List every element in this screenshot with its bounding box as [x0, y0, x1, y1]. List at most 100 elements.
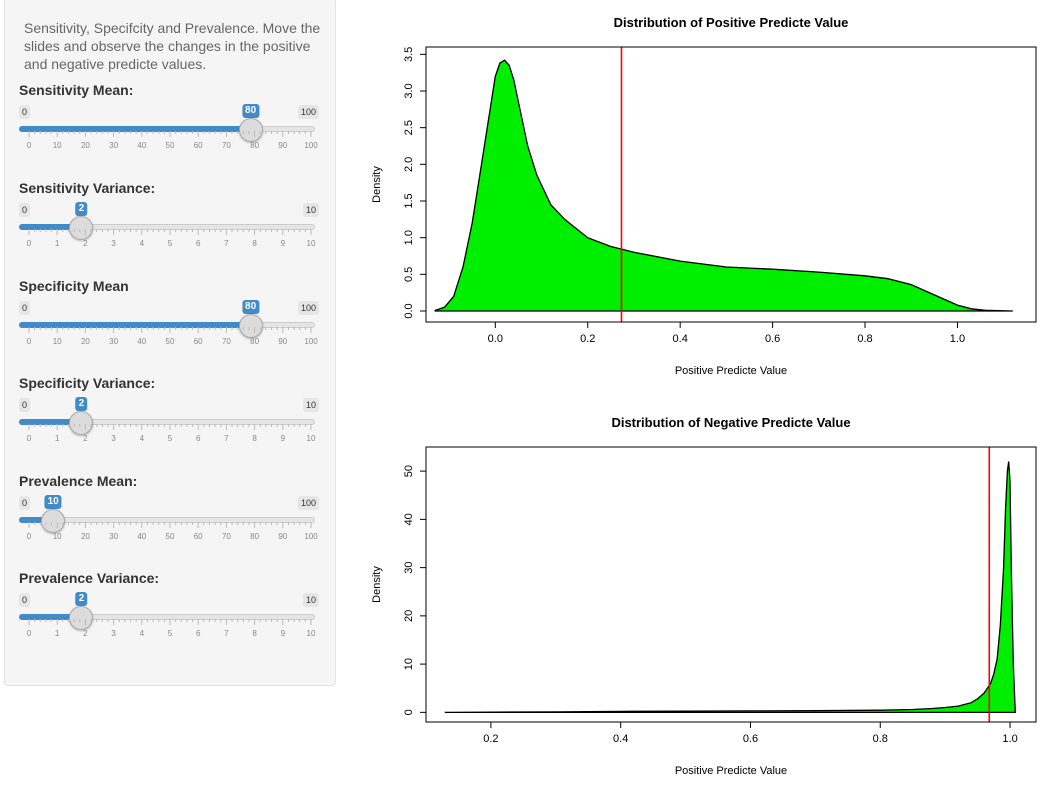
- slider-value-badge: 2: [75, 202, 88, 216]
- y-tick-label: 2.5: [403, 120, 415, 135]
- slider-handle[interactable]: [69, 411, 94, 435]
- sensitivity-variance-label: Sensitivity Variance:: [19, 180, 156, 196]
- plot-box: [425, 46, 1037, 323]
- slider-tick-label: 7: [224, 434, 229, 443]
- slider-tick-label: 100: [304, 141, 318, 150]
- slider-tick-label: 50: [166, 141, 175, 150]
- prevalence-variance-slider[interactable]: Prevalence Variance: 0 10 2 0 1 2 3 4 5 6 7 8 9 10: [19, 570, 319, 650]
- chart-title: Distribution of Positive Predicte Value: [614, 15, 849, 30]
- slider-tick-label: 90: [278, 141, 287, 150]
- prevalence-mean-label: Prevalence Mean:: [19, 473, 138, 489]
- y-tick-label: 20: [403, 610, 415, 622]
- slider-ticks: 0 10 20 30 40 50 60 70 80 90 100: [27, 522, 318, 541]
- slider-value-badge: 2: [75, 397, 88, 411]
- specificity-mean-label: Specificity Mean: [19, 278, 129, 294]
- y-tick-label: 50: [403, 465, 415, 477]
- sensitivity-mean-slider[interactable]: Sensitivity Mean: 0 100 80 0 10 20 30 40 50 60 70 80…: [19, 82, 319, 162]
- slider-value-badge: 80: [242, 104, 260, 118]
- slider-tick-label: 100: [304, 532, 318, 541]
- slider-handle[interactable]: [69, 606, 94, 630]
- x-tick-label: 0.2: [483, 733, 498, 745]
- slider-fill: [19, 126, 251, 132]
- slider-tick-label: 5: [168, 629, 173, 638]
- slider-tick-label: 20: [81, 141, 90, 150]
- slider-handle[interactable]: [41, 509, 66, 533]
- slider-tick-label: 20: [81, 532, 90, 541]
- slider-tick-label: 5: [168, 434, 173, 443]
- specificity-mean-slider[interactable]: Specificity Mean 0 100 80 0 10 20 30 40 50 60 70 80 9…: [19, 278, 319, 358]
- ppv-density-chart: Distribution of Positive Predicte Value 0…: [371, 15, 1037, 377]
- slider-tick-label: 6: [196, 629, 201, 638]
- slider-min-label: 0: [19, 105, 31, 119]
- slider-tick-label: 40: [137, 337, 146, 346]
- slider-handle[interactable]: [238, 118, 263, 142]
- x-tick-label: 0.8: [857, 333, 872, 345]
- slider-tick-label: 80: [250, 141, 259, 150]
- specificity-variance-label: Specificity Variance:: [19, 375, 156, 391]
- slider-tick-label: 0: [27, 532, 32, 541]
- slider-tick-label: 3: [111, 434, 116, 443]
- slider-tick-label: 2: [83, 434, 88, 443]
- slider-tick-label: 80: [250, 337, 259, 346]
- slider-tick-label: 10: [307, 239, 316, 248]
- slider-tick-label: 10: [307, 629, 316, 638]
- x-axis-label: Positive Predicte Value: [675, 765, 787, 777]
- slider-tick-label: 4: [140, 239, 145, 248]
- x-tick-label: 0.4: [673, 333, 688, 345]
- slider-tick-label: 2: [83, 629, 88, 638]
- slider-value-badge: 80: [242, 300, 260, 314]
- slider-tick-label: 10: [53, 141, 62, 150]
- slider-tick-label: 60: [194, 141, 203, 150]
- sensitivity-variance-slider[interactable]: Sensitivity Variance: 0 10 2 0 1 2 3 4 5 6 7 8 9 10: [19, 180, 319, 260]
- slider-min-label: 0: [19, 398, 31, 412]
- slider-max-label: 100: [297, 301, 319, 315]
- x-tick-label: 0.4: [613, 733, 628, 745]
- slider-tick-label: 0: [27, 434, 32, 443]
- slider-ticks: 0 1 2 3 4 5 6 7 8 9 10: [27, 619, 316, 638]
- slider-tick-label: 60: [194, 337, 203, 346]
- sensitivity-mean-label: Sensitivity Mean:: [19, 82, 134, 98]
- slider-fill: [19, 614, 82, 620]
- slider-tick-label: 30: [109, 141, 118, 150]
- slider-ticks: 0 1 2 3 4 5 6 7 8 9 10: [27, 424, 316, 443]
- slider-tick-label: 9: [281, 239, 286, 248]
- sidebar-panel: Sensitivity, Specifcity and Prevalence. …: [4, 0, 336, 686]
- slider-max-label: 100: [297, 496, 319, 510]
- slider-value-badge: 10: [44, 495, 62, 509]
- y-tick-label: 3.0: [403, 83, 415, 98]
- npv-density-chart: Distribution of Negative Predicte Value 0…: [371, 415, 1037, 777]
- slider-tick-label: 90: [278, 532, 287, 541]
- slider-tick-label: 2: [83, 239, 88, 248]
- prevalence-mean-slider[interactable]: Prevalence Mean: 0 100 10 0 10 20 30 40 50 60 70 80 9…: [19, 473, 319, 553]
- x-tick-label: 0.0: [488, 333, 503, 345]
- slider-tick-label: 3: [111, 239, 116, 248]
- specificity-variance-slider[interactable]: Specificity Variance: 0 10 2 0 1 2 3 4 5 6 7 8 9 10: [19, 375, 319, 455]
- y-tick-label: 3.5: [403, 47, 415, 62]
- x-tick-label: 0.6: [743, 733, 758, 745]
- slider-max-label: 10: [302, 593, 319, 607]
- slider-tick-label: 60: [194, 532, 203, 541]
- slider-tick-label: 8: [252, 434, 257, 443]
- slider-tick-label: 30: [109, 337, 118, 346]
- slider-tick-label: 0: [27, 239, 32, 248]
- slider-fill: [19, 224, 82, 230]
- slider-min-label: 0: [19, 496, 31, 510]
- slider-handle[interactable]: [238, 314, 263, 338]
- plot-box: [425, 446, 1037, 723]
- y-tick-label: 1.5: [403, 193, 415, 208]
- x-tick-label: 0.2: [580, 333, 595, 345]
- slider-fill: [19, 517, 54, 523]
- x-tick-label: 0.8: [873, 733, 888, 745]
- y-tick-label: 1.0: [403, 230, 415, 245]
- slider-tick-label: 6: [196, 434, 201, 443]
- slider-max-label: 10: [302, 398, 319, 412]
- slider-fill: [19, 322, 251, 328]
- slider-tick-label: 100: [304, 337, 318, 346]
- y-tick-label: 10: [403, 658, 415, 670]
- y-tick-label: 0.0: [403, 303, 415, 318]
- slider-handle[interactable]: [69, 216, 94, 240]
- slider-tick-label: 9: [281, 434, 286, 443]
- slider-tick-label: 9: [281, 629, 286, 638]
- slider-ticks: 0 10 20 30 40 50 60 70 80 90 100: [27, 327, 318, 346]
- slider-tick-label: 8: [252, 239, 257, 248]
